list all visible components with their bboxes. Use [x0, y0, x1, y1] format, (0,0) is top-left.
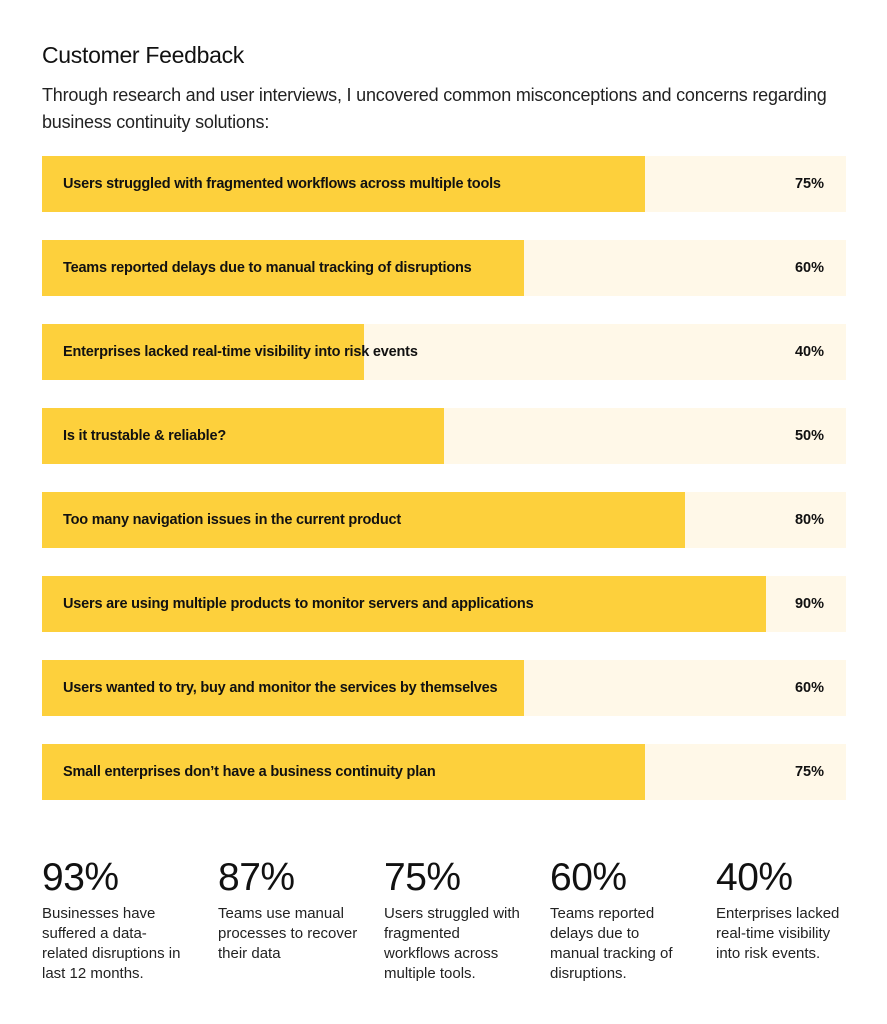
bar-label: Teams reported delays due to manual trac… [63, 260, 472, 276]
bar-row: Enterprises lacked real-time visibility … [42, 324, 846, 380]
bar-value-label: 60% [794, 680, 824, 696]
stat-caption: Teams reported delays due to manual trac… [550, 905, 673, 982]
bar-label: Is it trustable & reliable? [63, 428, 227, 444]
stat-card: 75% Users struggled with fragmented work… [384, 856, 524, 984]
bar-label: Small enterprises don’t have a business … [63, 764, 436, 780]
bar-label: Enterprises lacked real-time visibility … [63, 344, 418, 360]
bar-fill [42, 744, 645, 800]
stat-value: 75% [384, 856, 461, 899]
stat-card: 40% Enterprises lacked real-time visibil… [716, 856, 846, 964]
bar-value-label: 50% [794, 428, 824, 444]
bar-row: Teams reported delays due to manual trac… [42, 240, 846, 296]
bar-value-label: 75% [794, 764, 824, 780]
bar-fill [42, 156, 645, 212]
bar-row: Is it trustable & reliable? 50% [42, 408, 846, 464]
bar-value-label: 80% [794, 512, 824, 528]
bar-label: Users are using multiple products to mon… [63, 596, 534, 612]
stat-value: 93% [42, 856, 119, 899]
stat-caption: Teams use manual processes to recover th… [218, 905, 358, 962]
feedback-bar-chart: Users struggled with fragmented workflow… [42, 156, 846, 828]
bar-row: Small enterprises don’t have a business … [42, 744, 846, 800]
stat-value: 40% [716, 856, 793, 899]
bar-fill [42, 324, 364, 380]
stat-caption: Users struggled with fragmented workflow… [384, 905, 520, 982]
bar-row: Users struggled with fragmented workflow… [42, 156, 846, 212]
bar-fill [42, 240, 525, 296]
stats-row: 93% Businesses have suffered a data-rela… [0, 856, 887, 1006]
bar-row: Users wanted to try, buy and monitor the… [42, 660, 846, 716]
page-subtitle: Through research and user interviews, I … [42, 85, 827, 132]
stat-value: 60% [550, 856, 627, 899]
bar-label: Too many navigation issues in the curren… [63, 512, 401, 528]
stat-card: 87% Teams use manual processes to recove… [218, 856, 358, 964]
bar-row: Too many navigation issues in the curren… [42, 492, 846, 548]
bar-value-label: 60% [794, 260, 824, 276]
bar-fill [42, 492, 686, 548]
stat-caption: Enterprises lacked real-time visibility … [716, 905, 840, 962]
bar-value-label: 75% [794, 176, 824, 192]
stat-value: 87% [218, 856, 295, 899]
bar-value-label: 90% [794, 596, 824, 612]
page-title: Customer Feedback [42, 42, 244, 68]
bar-fill [42, 660, 525, 716]
bar-label: Users wanted to try, buy and monitor the… [63, 680, 498, 696]
stat-card: 60% Teams reported delays due to manual … [550, 856, 680, 984]
bar-label: Users struggled with fragmented workflow… [63, 176, 501, 192]
bar-fill [42, 408, 444, 464]
bar-row: Users are using multiple products to mon… [42, 576, 846, 632]
stat-caption: Businesses have suffered a data-related … [42, 905, 181, 982]
bar-fill [42, 576, 766, 632]
stat-card: 93% Businesses have suffered a data-rela… [42, 856, 192, 984]
bar-value-label: 40% [794, 344, 824, 360]
